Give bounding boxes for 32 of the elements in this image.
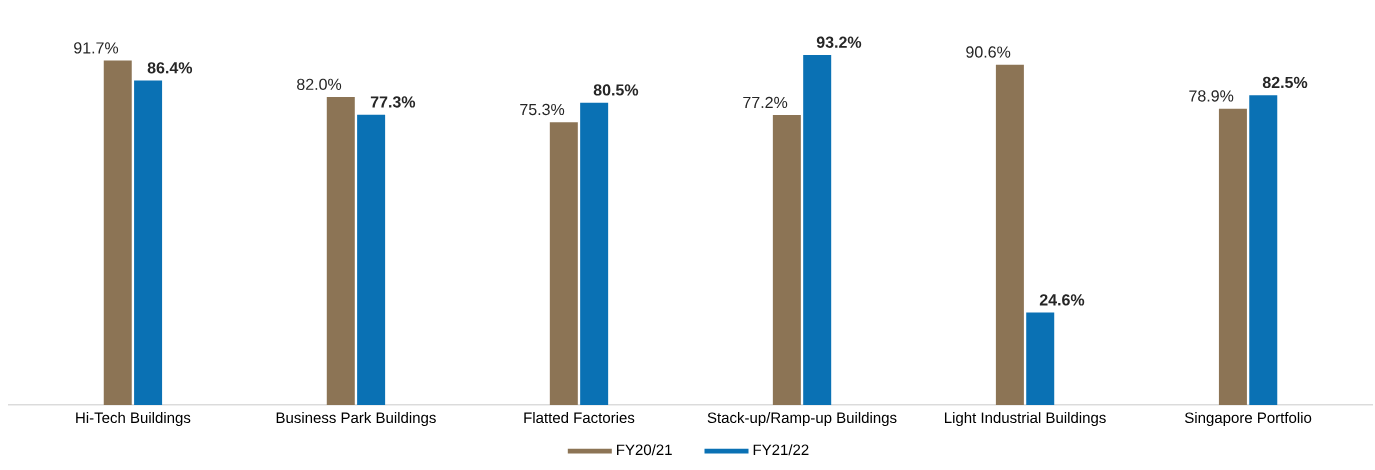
- data-label: 80.5%: [593, 84, 639, 96]
- data-label: 78.9%: [1189, 90, 1234, 102]
- data-label: 77.2%: [743, 96, 788, 109]
- bar: [326, 97, 355, 405]
- bar: [1218, 108, 1247, 405]
- bar: [357, 114, 386, 405]
- bar: [1249, 95, 1278, 405]
- x-tick-label: Stack-up/Ramp-up Buildings: [707, 412, 897, 427]
- bar: [995, 64, 1024, 405]
- bar: [580, 102, 609, 405]
- bar: [803, 54, 832, 405]
- data-label: 82.5%: [1262, 76, 1308, 89]
- data-label: 93.2%: [816, 36, 862, 48]
- data-label: 91.7%: [74, 42, 119, 54]
- x-tick-label: Light Industrial Buildings: [944, 412, 1106, 427]
- x-tick-label: Business Park Buildings: [276, 412, 436, 427]
- bar: [103, 60, 132, 405]
- bar: [772, 115, 801, 405]
- x-tick-label: Flatted Factories: [524, 412, 635, 424]
- legend-label: FY20/21: [617, 444, 672, 456]
- legend-label: FY21/22: [753, 444, 809, 456]
- data-label: 82.0%: [297, 78, 342, 90]
- data-label: 86.4%: [147, 62, 193, 74]
- data-label: 77.3%: [370, 96, 416, 108]
- bar: [134, 80, 163, 405]
- data-label: 24.6%: [1039, 294, 1085, 306]
- data-label: 75.3%: [520, 103, 565, 116]
- bar: [1026, 312, 1055, 405]
- x-tick-label: Hi-Tech Buildings: [76, 412, 191, 427]
- x-tick-label: Singapore Portfolio: [1184, 412, 1312, 427]
- bar: [549, 122, 578, 405]
- data-label: 90.6%: [966, 46, 1011, 58]
